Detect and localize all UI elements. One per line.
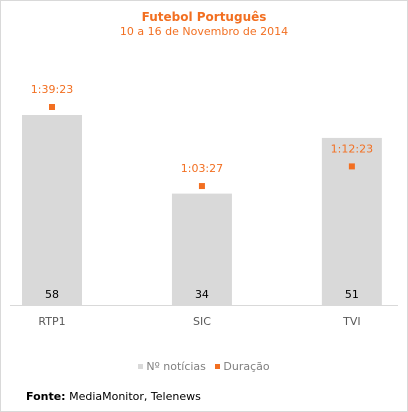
category-tick-label: TVI [342, 315, 361, 328]
legend-swatch-duracao [215, 363, 221, 369]
chart-title: Futebol Português [141, 10, 267, 24]
duration-label: 1:12:23 [331, 142, 373, 155]
bar-value-label: 58 [45, 288, 59, 301]
bar-sic [171, 193, 232, 305]
duration-label: 1:03:27 [181, 162, 223, 175]
legend-label-noticias: Nº notícias [146, 360, 206, 373]
duration-marker-sic [198, 183, 205, 190]
source-note: Fonte: MediaMonitor, Telenews [26, 390, 201, 403]
bar-value-label: 34 [195, 288, 209, 301]
duration-marker-tvi [348, 163, 355, 170]
legend-item-noticias: Nº notícias [138, 360, 206, 373]
bar-value-label: 51 [345, 288, 359, 301]
source-text: MediaMonitor, Telenews [69, 390, 201, 403]
legend: Nº notícias Duração [0, 360, 408, 373]
category-tick-label: RTP1 [38, 315, 65, 328]
category-tick-label: SIC [193, 315, 211, 328]
duration-label: 1:39:23 [31, 83, 73, 96]
source-label: Fonte: [26, 390, 66, 403]
legend-label-duracao: Duração [223, 360, 270, 373]
legend-item-duracao: Duração [215, 360, 270, 373]
duration-marker-rtp1 [49, 104, 55, 110]
bar-rtp1 [22, 115, 82, 305]
bar-tvi [321, 137, 382, 305]
legend-swatch-noticias [138, 363, 144, 369]
chart-subtitle: 10 a 16 de Novembro de 2014 [119, 25, 289, 38]
